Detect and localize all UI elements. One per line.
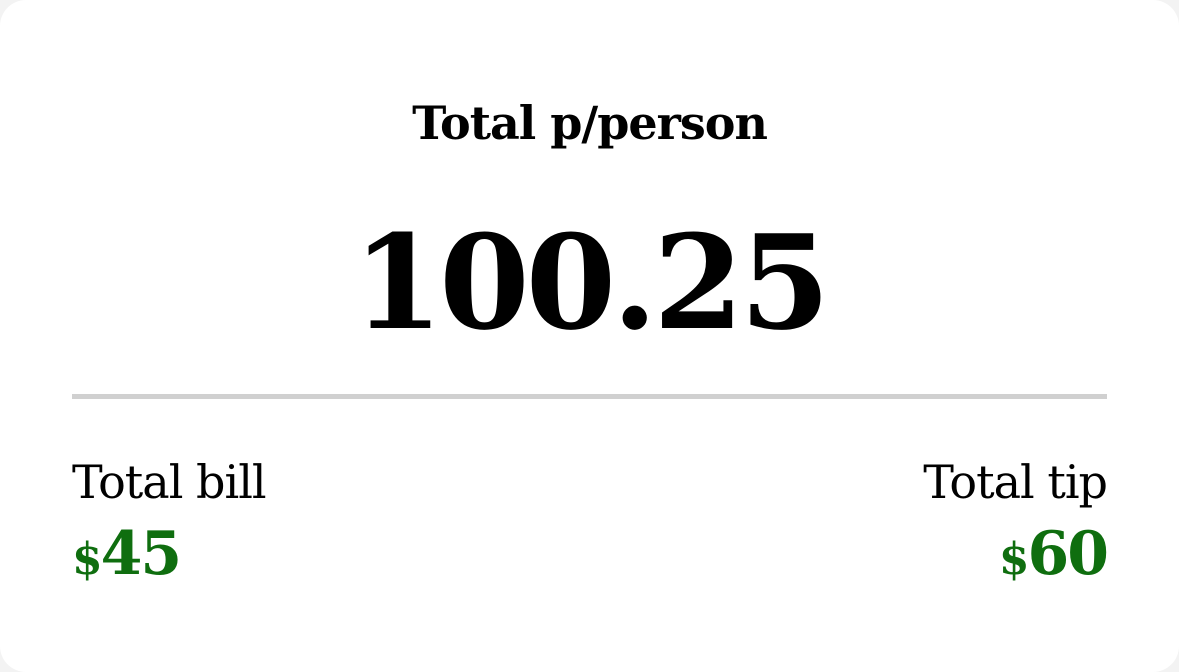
- total-bill-amount: $45: [72, 516, 472, 598]
- total-tip-value: 60: [1027, 519, 1109, 589]
- total-tip-amount: $60: [707, 516, 1109, 598]
- total-bill-value: 45: [100, 519, 182, 589]
- currency-symbol: $: [998, 534, 1030, 585]
- total-tip-section: Total tip $60: [707, 452, 1109, 598]
- per-person-heading: Total p/person: [412, 96, 768, 150]
- per-person-value: 100.25: [352, 206, 831, 359]
- currency-symbol: $: [72, 534, 103, 585]
- total-tip-label: Total tip: [923, 455, 1108, 509]
- divider: [72, 394, 1107, 399]
- total-bill-section: Total bill $45: [72, 452, 472, 598]
- total-bill-label: Total bill: [72, 455, 267, 509]
